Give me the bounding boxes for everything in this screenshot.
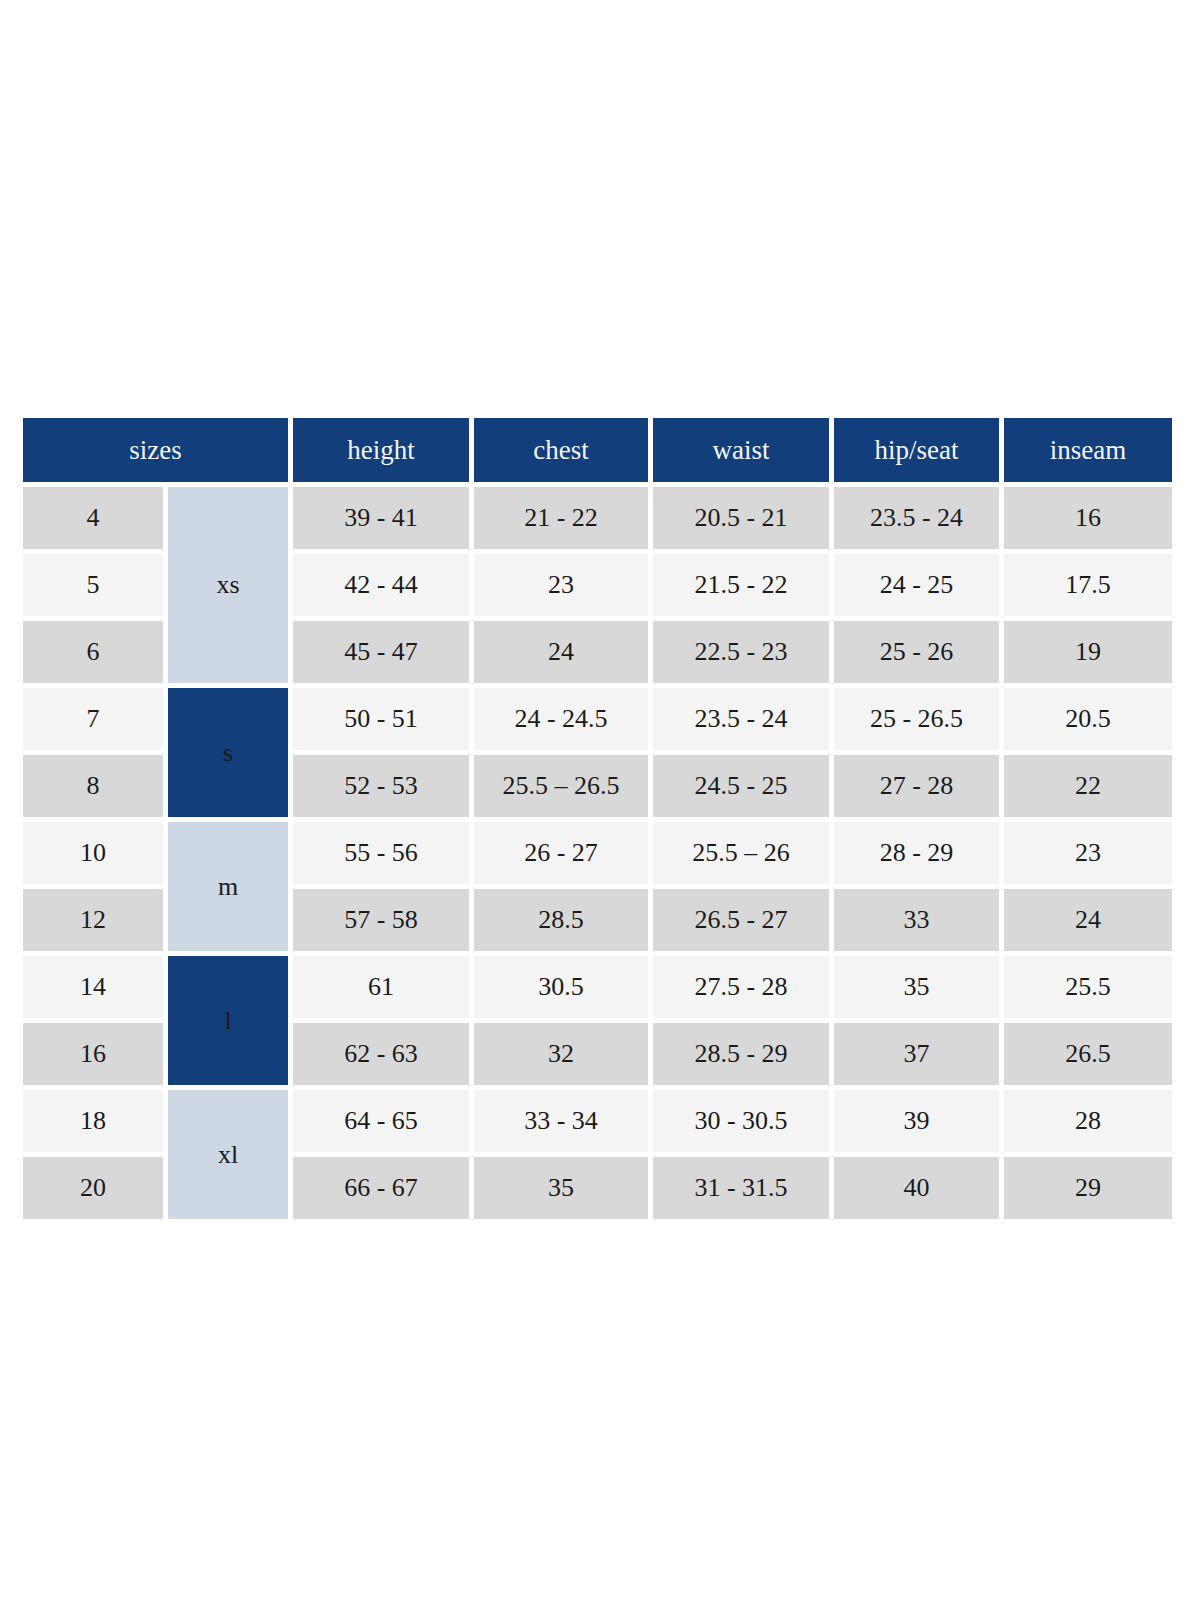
chest-cell: 35 bbox=[474, 1157, 648, 1219]
size-cell: 7 bbox=[23, 688, 163, 750]
height-cell: 57 - 58 bbox=[293, 889, 469, 951]
hip-seat-cell: 25 - 26.5 bbox=[834, 688, 999, 750]
inseam-cell: 25.5 bbox=[1004, 956, 1172, 1018]
chest-cell: 24 bbox=[474, 621, 648, 683]
table-row-size-18: 18 xl 64 - 65 33 - 34 30 - 30.5 39 28 bbox=[23, 1090, 1172, 1152]
hip-seat-cell: 40 bbox=[834, 1157, 999, 1219]
height-cell: 64 - 65 bbox=[293, 1090, 469, 1152]
waist-cell: 24.5 - 25 bbox=[653, 755, 829, 817]
chest-cell: 30.5 bbox=[474, 956, 648, 1018]
inseam-cell: 29 bbox=[1004, 1157, 1172, 1219]
chest-cell: 33 - 34 bbox=[474, 1090, 648, 1152]
chest-cell: 26 - 27 bbox=[474, 822, 648, 884]
inseam-cell: 20.5 bbox=[1004, 688, 1172, 750]
inseam-cell: 26.5 bbox=[1004, 1023, 1172, 1085]
inseam-cell: 19 bbox=[1004, 621, 1172, 683]
size-cell: 8 bbox=[23, 755, 163, 817]
chest-cell: 28.5 bbox=[474, 889, 648, 951]
chest-cell: 25.5 – 26.5 bbox=[474, 755, 648, 817]
size-chart-table: sizes height chest waist hip/seat inseam… bbox=[18, 413, 1177, 1224]
table-row-size-10: 10 m 55 - 56 26 - 27 25.5 – 26 28 - 29 2… bbox=[23, 822, 1172, 884]
waist-cell: 23.5 - 24 bbox=[653, 688, 829, 750]
size-cell: 18 bbox=[23, 1090, 163, 1152]
height-cell: 42 - 44 bbox=[293, 554, 469, 616]
page: sizes height chest waist hip/seat inseam… bbox=[0, 0, 1200, 1600]
hip-seat-cell: 23.5 - 24 bbox=[834, 487, 999, 549]
height-cell: 62 - 63 bbox=[293, 1023, 469, 1085]
group-cell-xl: xl bbox=[168, 1090, 288, 1219]
height-cell: 52 - 53 bbox=[293, 755, 469, 817]
hip-seat-cell: 25 - 26 bbox=[834, 621, 999, 683]
waist-cell: 26.5 - 27 bbox=[653, 889, 829, 951]
size-cell: 5 bbox=[23, 554, 163, 616]
chest-cell: 23 bbox=[474, 554, 648, 616]
header-hip-seat: hip/seat bbox=[834, 418, 999, 482]
waist-cell: 21.5 - 22 bbox=[653, 554, 829, 616]
size-cell: 6 bbox=[23, 621, 163, 683]
waist-cell: 20.5 - 21 bbox=[653, 487, 829, 549]
hip-seat-cell: 33 bbox=[834, 889, 999, 951]
hip-seat-cell: 35 bbox=[834, 956, 999, 1018]
waist-cell: 30 - 30.5 bbox=[653, 1090, 829, 1152]
waist-cell: 27.5 - 28 bbox=[653, 956, 829, 1018]
size-cell: 12 bbox=[23, 889, 163, 951]
waist-cell: 25.5 – 26 bbox=[653, 822, 829, 884]
hip-seat-cell: 37 bbox=[834, 1023, 999, 1085]
height-cell: 50 - 51 bbox=[293, 688, 469, 750]
group-cell-l: l bbox=[168, 956, 288, 1085]
chest-cell: 24 - 24.5 bbox=[474, 688, 648, 750]
height-cell: 39 - 41 bbox=[293, 487, 469, 549]
height-cell: 66 - 67 bbox=[293, 1157, 469, 1219]
group-cell-s: s bbox=[168, 688, 288, 817]
header-sizes: sizes bbox=[23, 418, 288, 482]
header-height: height bbox=[293, 418, 469, 482]
waist-cell: 28.5 - 29 bbox=[653, 1023, 829, 1085]
height-cell: 55 - 56 bbox=[293, 822, 469, 884]
height-cell: 45 - 47 bbox=[293, 621, 469, 683]
group-cell-xs: xs bbox=[168, 487, 288, 683]
inseam-cell: 17.5 bbox=[1004, 554, 1172, 616]
hip-seat-cell: 39 bbox=[834, 1090, 999, 1152]
hip-seat-cell: 27 - 28 bbox=[834, 755, 999, 817]
size-cell: 10 bbox=[23, 822, 163, 884]
table-row-size-4: 4 xs 39 - 41 21 - 22 20.5 - 21 23.5 - 24… bbox=[23, 487, 1172, 549]
size-cell: 16 bbox=[23, 1023, 163, 1085]
size-cell: 14 bbox=[23, 956, 163, 1018]
chest-cell: 21 - 22 bbox=[474, 487, 648, 549]
table-row-size-7: 7 s 50 - 51 24 - 24.5 23.5 - 24 25 - 26.… bbox=[23, 688, 1172, 750]
hip-seat-cell: 28 - 29 bbox=[834, 822, 999, 884]
inseam-cell: 22 bbox=[1004, 755, 1172, 817]
size-cell: 4 bbox=[23, 487, 163, 549]
table-row-size-14: 14 l 61 30.5 27.5 - 28 35 25.5 bbox=[23, 956, 1172, 1018]
header-waist: waist bbox=[653, 418, 829, 482]
waist-cell: 31 - 31.5 bbox=[653, 1157, 829, 1219]
group-cell-m: m bbox=[168, 822, 288, 951]
hip-seat-cell: 24 - 25 bbox=[834, 554, 999, 616]
inseam-cell: 23 bbox=[1004, 822, 1172, 884]
header-inseam: inseam bbox=[1004, 418, 1172, 482]
chest-cell: 32 bbox=[474, 1023, 648, 1085]
header-chest: chest bbox=[474, 418, 648, 482]
height-cell: 61 bbox=[293, 956, 469, 1018]
size-cell: 20 bbox=[23, 1157, 163, 1219]
waist-cell: 22.5 - 23 bbox=[653, 621, 829, 683]
header-row: sizes height chest waist hip/seat inseam bbox=[23, 418, 1172, 482]
inseam-cell: 28 bbox=[1004, 1090, 1172, 1152]
inseam-cell: 16 bbox=[1004, 487, 1172, 549]
inseam-cell: 24 bbox=[1004, 889, 1172, 951]
